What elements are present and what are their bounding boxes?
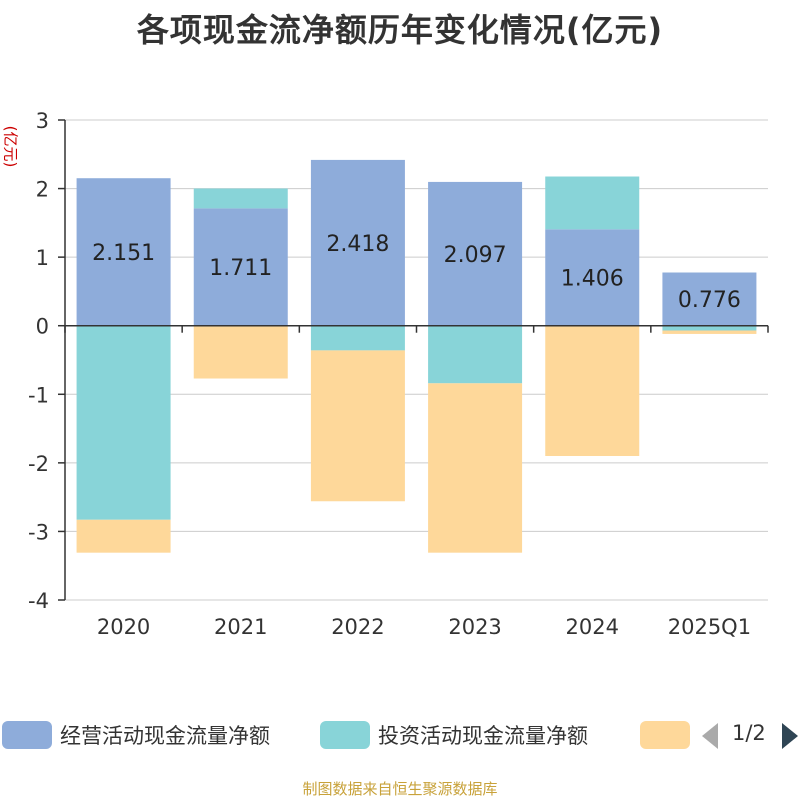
bar-series-0 [428, 181, 523, 326]
x-tick-label: 2024 [566, 615, 619, 639]
data-label: 0.776 [678, 288, 741, 313]
legend-pager: 1/2 [700, 717, 800, 753]
legend-swatch-financing [640, 721, 690, 749]
y-tick-label: -1 [28, 383, 49, 407]
y-tick-label: 0 [36, 315, 49, 339]
data-label: 2.151 [92, 241, 155, 266]
bar-series-2 [310, 350, 405, 502]
bar-series-0 [193, 208, 288, 326]
x-tick-label: 2021 [214, 615, 267, 639]
y-tick-label: -2 [28, 452, 49, 476]
data-label-layer: 2.151 1.711 2.418 2.097 1.406 0.776 [92, 232, 741, 313]
data-label: 1.406 [561, 267, 624, 292]
data-label: 2.418 [326, 232, 389, 257]
y-tick-label: 1 [36, 246, 49, 270]
bar-series-0 [310, 159, 405, 326]
bar-series-2 [662, 330, 757, 334]
data-label: 1.711 [209, 256, 272, 281]
y-tick-label: -4 [28, 589, 49, 613]
legend-label-operating: 经营活动现金流量净额 [60, 724, 270, 748]
axis-layer: 3 2 1 0 -1 -2 -3 -4 2020 2021 2022 2023 2024 2025Q1 [28, 109, 769, 639]
legend-swatch-investing [320, 721, 370, 749]
pager-prev-icon[interactable] [702, 723, 718, 749]
x-tick-label: 2023 [448, 615, 501, 639]
pager-next-icon[interactable] [782, 723, 798, 749]
pager-page-indicator: 1/2 [732, 721, 766, 745]
bar-layer [76, 159, 757, 553]
bar-series-1 [310, 325, 405, 351]
legend: 经营活动现金流量净额 投资活动现金流量净额 [0, 717, 800, 753]
y-tick-label: 2 [36, 178, 49, 202]
legend-label-investing: 投资活动现金流量净额 [378, 724, 588, 748]
bar-series-1 [428, 325, 523, 384]
y-tick-label: -3 [28, 520, 49, 544]
bar-series-0 [76, 178, 171, 326]
x-tick-label: 2022 [331, 615, 384, 639]
x-tick-label: 2025Q1 [668, 615, 751, 639]
bar-series-2 [193, 325, 288, 379]
legend-swatch-operating [2, 721, 52, 749]
bar-series-1 [193, 188, 288, 209]
bar-series-0 [545, 229, 640, 326]
source-note: 制图数据来自恒生聚源数据库 [302, 780, 498, 798]
bar-series-1 [76, 325, 171, 520]
x-tick-label: 2020 [97, 615, 150, 639]
y-tick-label: 3 [36, 109, 49, 133]
bar-series-1 [662, 325, 757, 331]
bar-series-0 [662, 272, 757, 326]
bar-series-2 [428, 383, 523, 553]
data-label: 2.097 [444, 243, 507, 268]
bar-series-2 [76, 519, 171, 553]
bar-series-2 [545, 325, 640, 456]
bar-series-1 [545, 176, 640, 230]
chart-title: 各项现金流净额历年变化情况(亿元) [136, 11, 664, 49]
